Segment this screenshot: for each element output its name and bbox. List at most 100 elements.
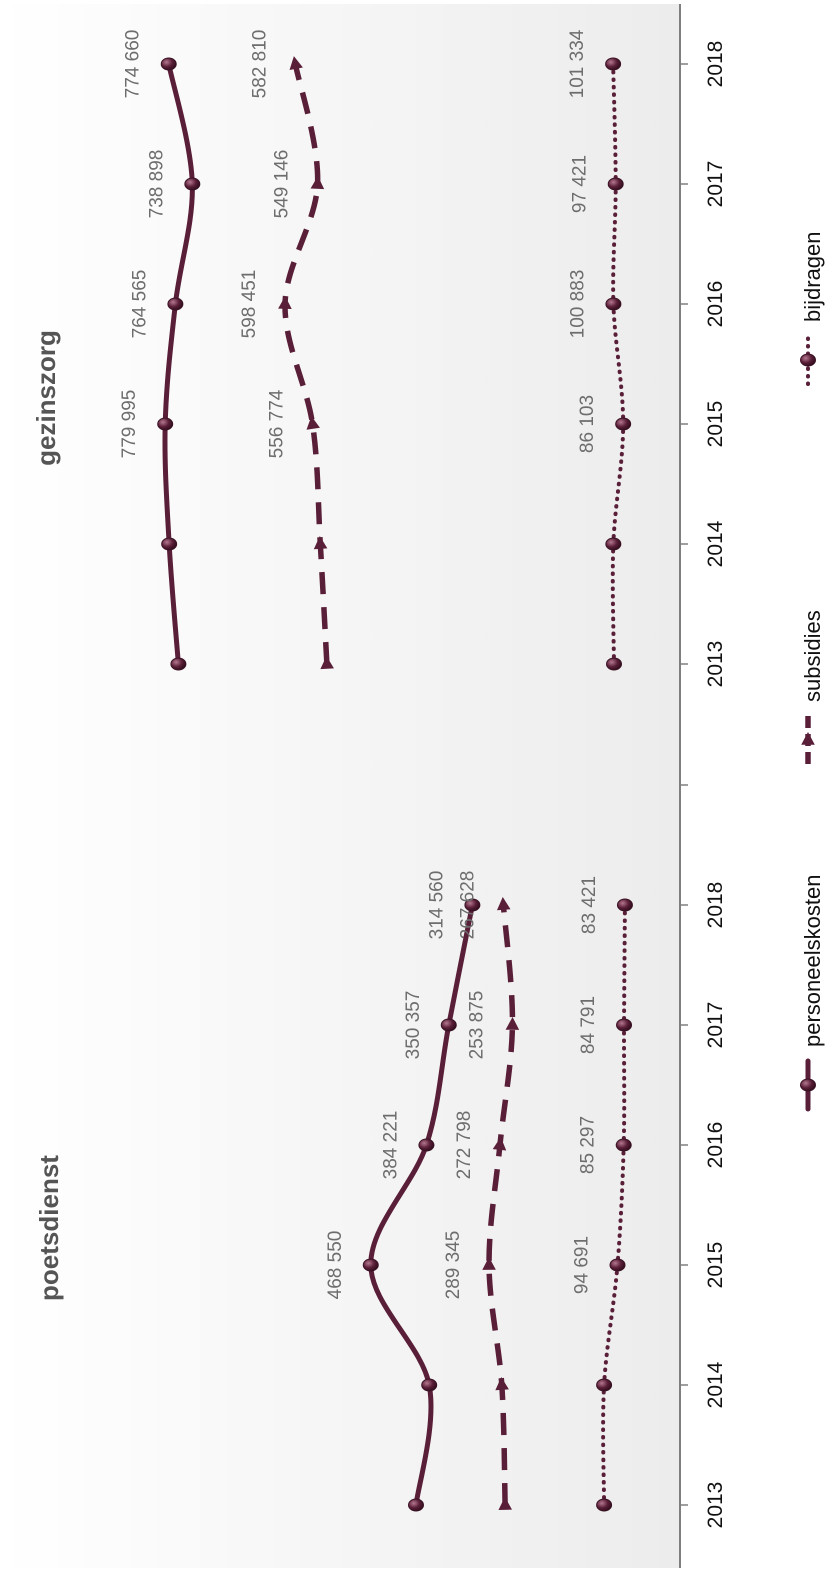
data-label: 85 297 xyxy=(578,1116,599,1174)
data-point-subsidies xyxy=(278,296,292,309)
series-personeelskosten: 779 995 764 565 738 898 774 660 xyxy=(119,30,201,671)
x-tick-label: 2015 xyxy=(704,401,727,448)
data-point-subsidies xyxy=(495,1377,509,1391)
data-point-personeelskosten xyxy=(418,1138,435,1152)
data-label: 774 660 xyxy=(123,30,144,99)
data-point-bijdragen xyxy=(615,1138,632,1152)
data-point-bijdragen xyxy=(616,1018,633,1032)
data-point-subsidies xyxy=(320,656,334,670)
data-label: 86 103 xyxy=(577,395,598,453)
data-point-bijdragen xyxy=(615,417,632,431)
legend-marker xyxy=(800,353,816,367)
data-point-personeelskosten xyxy=(362,1258,379,1272)
data-point-personeelskosten xyxy=(161,537,178,551)
data-point-subsidies xyxy=(482,1257,496,1270)
chart-title: poetsdienst xyxy=(34,1155,64,1301)
data-label: 94 691 xyxy=(572,1236,593,1294)
chart-title: gezinszorg xyxy=(31,330,61,466)
data-point-personeelskosten xyxy=(157,417,174,431)
data-point-personeelskosten xyxy=(160,57,177,71)
data-point-personeelskosten xyxy=(408,1498,424,1512)
data-point-subsidies xyxy=(289,56,303,70)
data-point-personeelskosten xyxy=(421,1378,438,1392)
data-label: 314 560 xyxy=(426,871,447,940)
series-line-personeelskosten xyxy=(368,902,475,1508)
series-line-bijdragen xyxy=(601,903,627,1507)
legend-marker xyxy=(801,732,815,745)
data-point-bijdragen xyxy=(596,1378,613,1392)
data-point-personeelskosten xyxy=(440,1018,457,1032)
x-tick-label: 2017 xyxy=(704,1002,727,1049)
data-point-personeelskosten xyxy=(464,898,481,912)
chart-panels: poetsdienst 2013 2014 2015 2016 2017 2018 468 5… xyxy=(0,4,727,1568)
series-personeelskosten: 468 550 384 221 350 357 314 560 xyxy=(325,871,481,1512)
data-point-subsidies xyxy=(313,536,328,550)
data-point-bijdragen xyxy=(605,297,622,311)
legend-item-personeelskosten: personeelskosten xyxy=(800,875,825,1112)
series-subsidies: 556 774 598 451 549 146 582 810 xyxy=(239,30,334,670)
data-point-subsidies xyxy=(498,1497,513,1510)
panel-gezinszorg: gezinszorg 2013 2014 2015 2016 2017 2018 779 99… xyxy=(0,4,727,848)
data-point-bijdragen xyxy=(616,898,633,912)
data-label: 468 550 xyxy=(325,1231,346,1300)
data-point-bijdragen xyxy=(596,1498,613,1512)
x-tick-label: 2014 xyxy=(704,1361,727,1408)
plot-area xyxy=(0,848,680,1568)
data-label: 549 146 xyxy=(272,150,293,219)
data-point-subsidies xyxy=(496,897,511,911)
legend-label: personeelskosten xyxy=(800,875,825,1047)
data-point-bijdragen xyxy=(606,657,622,671)
plot-area xyxy=(0,4,680,848)
x-tick-label: 2013 xyxy=(704,641,727,688)
data-label: 289 345 xyxy=(443,1231,464,1300)
legend-item-subsidies: subsidies xyxy=(800,610,825,764)
series-bijdragen: 86 103 100 883 97 421 101 334 xyxy=(567,29,632,671)
data-label: 100 883 xyxy=(567,270,588,339)
data-point-bijdragen xyxy=(607,177,624,191)
data-label: 598 451 xyxy=(239,270,260,339)
legend-item-bijdragen: bijdragen xyxy=(800,231,825,386)
x-tick-label: 2016 xyxy=(704,281,727,328)
legend-label: subsidies xyxy=(800,610,825,702)
chart-legend: personeelskosten subsidies bijdragen xyxy=(800,231,825,1112)
data-label: 83 421 xyxy=(579,876,600,934)
series-line-personeelskosten xyxy=(162,61,195,667)
data-label: 556 774 xyxy=(267,389,288,458)
x-tick-label: 2016 xyxy=(704,1122,727,1169)
panel-poetsdienst: poetsdienst 2013 2014 2015 2016 2017 2018 468 5… xyxy=(0,784,727,1568)
data-label: 253 875 xyxy=(466,991,487,1060)
series-bijdragen: 94 691 85 297 84 791 83 421 xyxy=(572,876,633,1512)
x-tick-label: 2018 xyxy=(704,41,727,88)
data-point-subsidies xyxy=(505,1017,520,1030)
x-tick-label: 2013 xyxy=(704,1482,727,1529)
data-label: 101 334 xyxy=(567,29,588,98)
data-label: 384 221 xyxy=(380,1111,401,1180)
data-point-personeelskosten xyxy=(167,297,184,311)
data-label: 97 421 xyxy=(570,155,591,213)
series-line-subsidies xyxy=(282,63,330,665)
data-point-personeelskosten xyxy=(170,657,187,671)
data-point-personeelskosten xyxy=(184,177,201,191)
x-tick-label: 2018 xyxy=(704,882,727,929)
data-label: 272 798 xyxy=(454,1111,475,1180)
series-line-bijdragen xyxy=(610,62,626,666)
data-point-bijdragen xyxy=(605,57,622,71)
data-point-subsidies xyxy=(310,176,325,190)
data-label: 764 565 xyxy=(129,270,150,339)
data-point-bijdragen xyxy=(605,537,622,551)
data-label: 738 898 xyxy=(146,150,167,219)
data-point-subsidies xyxy=(492,1137,507,1151)
data-point-bijdragen xyxy=(609,1258,626,1272)
legend-marker xyxy=(800,1078,816,1092)
series-subsidies: 289 345 272 798 253 875 267 628 xyxy=(443,871,520,1510)
series-line-subsidies xyxy=(486,904,516,1506)
data-label: 779 995 xyxy=(119,390,140,459)
data-label: 84 791 xyxy=(578,996,599,1054)
data-label: 582 810 xyxy=(249,30,270,99)
data-label: 267 628 xyxy=(457,871,478,940)
data-label: 350 357 xyxy=(403,991,424,1060)
x-tick-label: 2014 xyxy=(704,520,727,567)
x-tick-label: 2015 xyxy=(704,1242,727,1289)
legend-label: bijdragen xyxy=(800,231,825,322)
